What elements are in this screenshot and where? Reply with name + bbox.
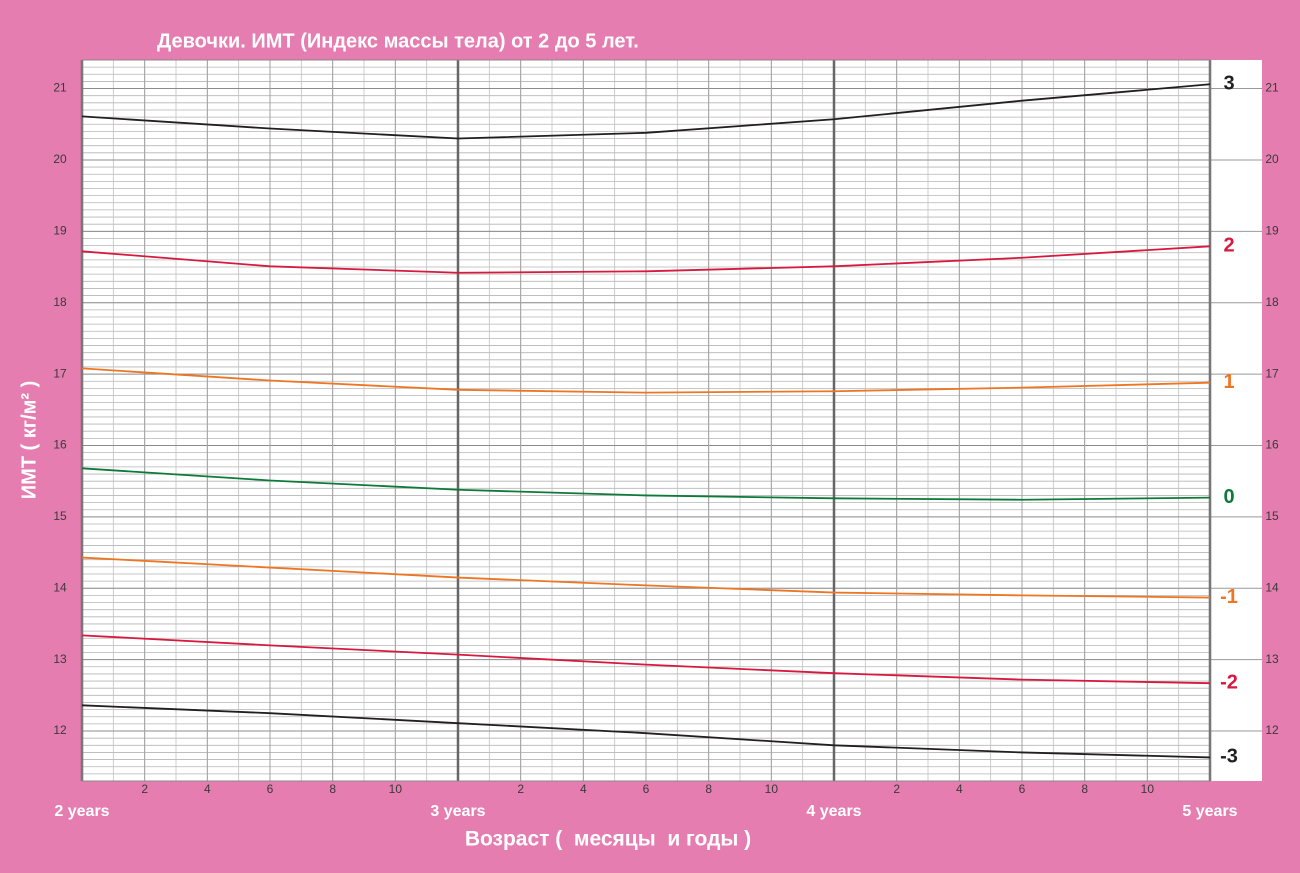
x-tick-label: 4	[580, 782, 587, 796]
sd-curve	[81, 556, 1211, 599]
x-major-label: 3 years	[430, 803, 485, 820]
y2-tick-label: 13	[1265, 652, 1279, 666]
x-tick-label: 10	[765, 782, 779, 796]
series-label: -1	[1220, 586, 1238, 608]
sd-curve	[81, 367, 1211, 394]
series-label: -2	[1220, 671, 1238, 693]
x-tick-label: 2	[893, 782, 900, 796]
y-tick-label: 15	[53, 509, 67, 523]
y-tick-label: 19	[53, 223, 67, 237]
series-label: 3	[1223, 73, 1234, 95]
x-major-label: 4 years	[806, 803, 861, 820]
y2-tick-label: 17	[1265, 366, 1279, 380]
y-tick-label: 18	[53, 295, 67, 309]
sd-curve	[81, 634, 1211, 685]
y-tick-label: 16	[53, 438, 67, 452]
label-strip	[1210, 60, 1262, 781]
x-tick-label: 2	[141, 782, 148, 796]
y2-tick-label: 21	[1265, 81, 1279, 95]
y-axis-title: ИМТ ( кг/м² )	[18, 381, 40, 500]
sd-curve	[81, 467, 1211, 501]
x-tick-label: 2	[517, 782, 524, 796]
x-tick-label: 4	[204, 782, 211, 796]
y-tick-label: 13	[53, 652, 67, 666]
x-tick-label: 10	[1141, 782, 1155, 796]
x-tick-label: 6	[267, 782, 274, 796]
x-tick-label: 8	[705, 782, 712, 796]
plot-frame	[81, 59, 1211, 782]
y-tick-label: 12	[53, 723, 67, 737]
y-tick-label: 14	[53, 580, 67, 594]
x-tick-label: 6	[1019, 782, 1026, 796]
y2-tick-label: 15	[1265, 509, 1279, 523]
series-label: -3	[1220, 746, 1238, 768]
series-label: 1	[1223, 371, 1234, 393]
x-tick-label: 6	[643, 782, 650, 796]
chart-title: Девочки. ИМТ (Индекс массы тела) от 2 до…	[157, 30, 639, 52]
x-tick-label: 8	[1081, 782, 1088, 796]
x-axis-title: Возраст ( месяцы и годы )	[465, 828, 751, 851]
sd-curve	[81, 245, 1211, 274]
y2-tick-label: 16	[1265, 438, 1279, 452]
y2-tick-label: 12	[1265, 723, 1279, 737]
x-tick-label: 8	[329, 782, 336, 796]
y2-tick-label: 18	[1265, 295, 1279, 309]
marks: 3 2 1 0 -1 -2 -3	[81, 73, 1238, 768]
x-tick-label: 4	[956, 782, 963, 796]
y2-tick-label: 19	[1265, 223, 1279, 237]
series-label: 0	[1223, 486, 1234, 508]
y2-tick-label: 20	[1265, 152, 1279, 166]
x-major-label: 2 years	[54, 803, 109, 820]
y-tick-label: 17	[53, 366, 67, 380]
x-tick-label: 10	[389, 782, 403, 796]
sd-curve	[81, 83, 1211, 140]
sd-curve	[81, 704, 1211, 759]
y2-tick-label: 14	[1265, 580, 1279, 594]
y-tick-label: 20	[53, 152, 67, 166]
y-tick-label: 21	[53, 81, 67, 95]
x-major-label: 5 years	[1182, 803, 1237, 820]
series-label: 2	[1223, 235, 1234, 257]
